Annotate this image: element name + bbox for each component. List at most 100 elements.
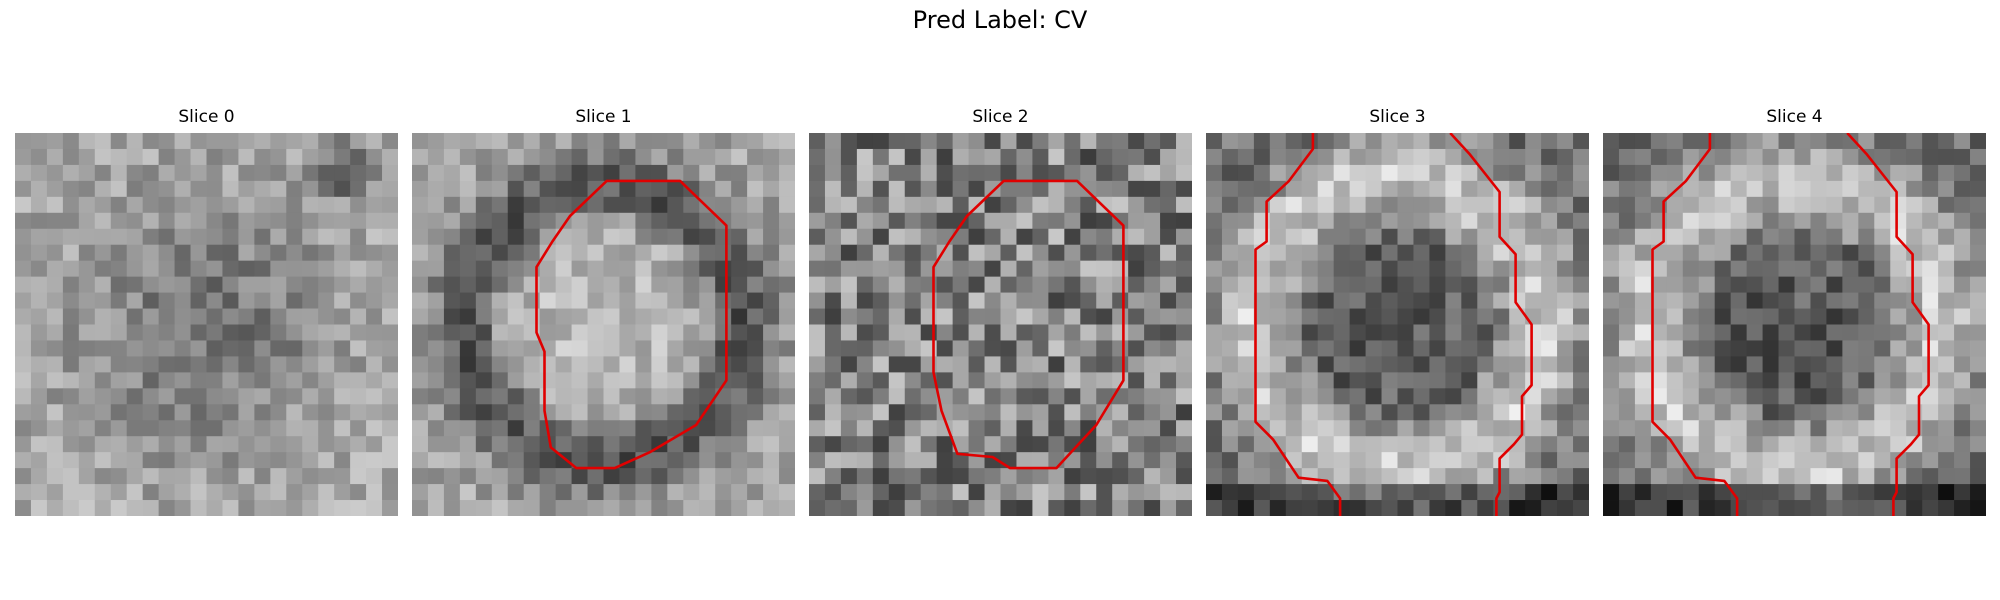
pixel	[382, 308, 398, 325]
pixel	[1221, 324, 1239, 341]
pixel	[110, 324, 128, 341]
pixel	[507, 196, 525, 214]
pixel	[1333, 164, 1351, 182]
pixel	[1954, 276, 1971, 293]
pixel	[1666, 196, 1684, 214]
pixel	[856, 404, 874, 421]
pixel	[1682, 340, 1700, 357]
pixel	[1301, 228, 1319, 246]
segmentation-contour	[1449, 133, 1533, 516]
pixel	[603, 260, 620, 278]
pixel	[1573, 500, 1589, 516]
pixel	[763, 324, 780, 341]
pixel	[1032, 260, 1049, 278]
pixel	[699, 500, 716, 516]
pixel	[1176, 133, 1192, 150]
pixel	[78, 468, 96, 485]
pixel	[1445, 372, 1462, 389]
pixel	[1730, 180, 1748, 198]
pixel	[1333, 148, 1351, 166]
pixel	[667, 356, 684, 373]
pixel	[1493, 244, 1510, 262]
pixel	[1525, 340, 1542, 357]
pixel	[238, 324, 255, 341]
pixel	[475, 404, 493, 421]
pixel	[1698, 244, 1716, 262]
pixel	[1698, 133, 1716, 150]
pixel	[78, 452, 96, 469]
pixel	[1317, 436, 1335, 453]
pixel	[142, 164, 160, 182]
pixel	[1922, 484, 1939, 501]
pixel	[1698, 372, 1716, 389]
pixel	[1762, 308, 1779, 325]
pixel	[318, 148, 335, 166]
pixel	[667, 228, 684, 246]
pixel	[1461, 436, 1478, 453]
pixel	[491, 436, 509, 453]
pixel	[1016, 212, 1033, 230]
pixel	[1144, 356, 1161, 373]
pixel	[1509, 212, 1526, 230]
pixel	[1810, 228, 1827, 246]
pixel	[334, 500, 351, 516]
pixel	[475, 372, 493, 389]
pixel	[1096, 133, 1113, 150]
pixel	[1237, 276, 1255, 293]
pixel	[1096, 484, 1113, 501]
pixel	[699, 372, 716, 389]
pixel	[62, 404, 80, 421]
pixel	[158, 164, 175, 182]
pixel	[1730, 324, 1748, 341]
pixel	[270, 500, 287, 516]
pixel	[62, 324, 80, 341]
pixel	[1333, 324, 1351, 341]
pixel	[824, 468, 842, 485]
pixel	[158, 452, 175, 469]
pixel	[15, 452, 32, 469]
pixel	[1000, 148, 1017, 166]
pixel	[1477, 500, 1494, 516]
pixel	[779, 436, 795, 453]
pixel	[334, 324, 351, 341]
pixel	[1794, 500, 1811, 516]
pixel	[1413, 196, 1430, 214]
pixel	[1413, 420, 1430, 437]
pixel	[1221, 244, 1239, 262]
pixel	[936, 308, 954, 325]
pixel	[888, 484, 906, 501]
pixel	[158, 148, 175, 166]
pixel	[1477, 196, 1494, 214]
pixel	[1176, 276, 1192, 293]
pixel	[1826, 308, 1843, 325]
pixel	[491, 356, 509, 373]
pixel	[412, 468, 429, 485]
pixel	[1938, 292, 1955, 309]
pixel	[1954, 340, 1971, 357]
pixel	[936, 340, 954, 357]
pixel	[1954, 420, 1971, 437]
pixel	[587, 452, 604, 469]
pixel	[1778, 180, 1795, 198]
pixel	[1269, 356, 1287, 373]
pixel	[1618, 148, 1636, 166]
pixel	[1397, 436, 1414, 453]
pixel	[1746, 244, 1763, 262]
pixel	[1317, 324, 1335, 341]
pixel	[1176, 420, 1192, 437]
pixel	[1080, 436, 1097, 453]
pixel	[302, 228, 319, 246]
pixel	[1603, 372, 1620, 389]
pixel	[1301, 308, 1319, 325]
pixel	[1365, 340, 1382, 357]
pixel	[1477, 468, 1494, 485]
pixel	[1634, 388, 1652, 405]
pixel	[1858, 372, 1875, 389]
pixel	[984, 228, 1001, 246]
pixel	[1221, 180, 1239, 198]
pixel	[1206, 388, 1223, 405]
pixel	[1778, 452, 1795, 469]
pixel	[1160, 133, 1177, 150]
pixel	[427, 468, 445, 485]
pixel	[587, 260, 604, 278]
